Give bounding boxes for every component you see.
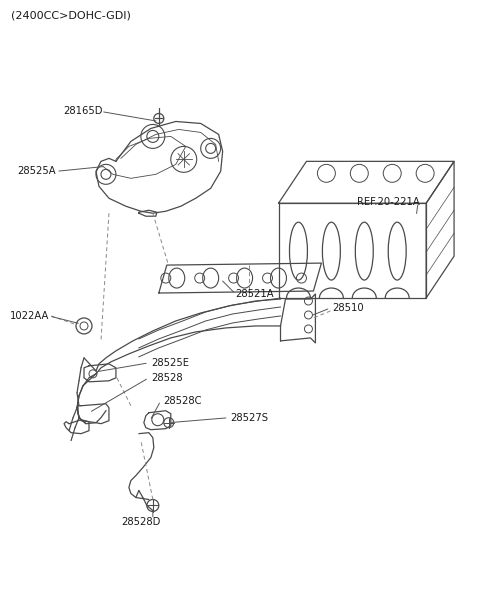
Text: 28525E: 28525E <box>151 358 189 368</box>
Text: 1022AA: 1022AA <box>10 311 49 321</box>
Text: 28525A: 28525A <box>17 166 56 176</box>
Text: 28527S: 28527S <box>230 413 269 423</box>
Text: REF.20-221A: REF.20-221A <box>358 198 420 207</box>
Text: 28521A: 28521A <box>236 289 274 299</box>
Text: 28528D: 28528D <box>121 518 160 527</box>
Text: 28528: 28528 <box>151 373 182 383</box>
Text: 28528C: 28528C <box>163 396 201 406</box>
Text: 28510: 28510 <box>332 303 364 313</box>
Text: 28165D: 28165D <box>63 107 103 116</box>
Text: (2400CC>DOHC-GDI): (2400CC>DOHC-GDI) <box>11 11 131 21</box>
